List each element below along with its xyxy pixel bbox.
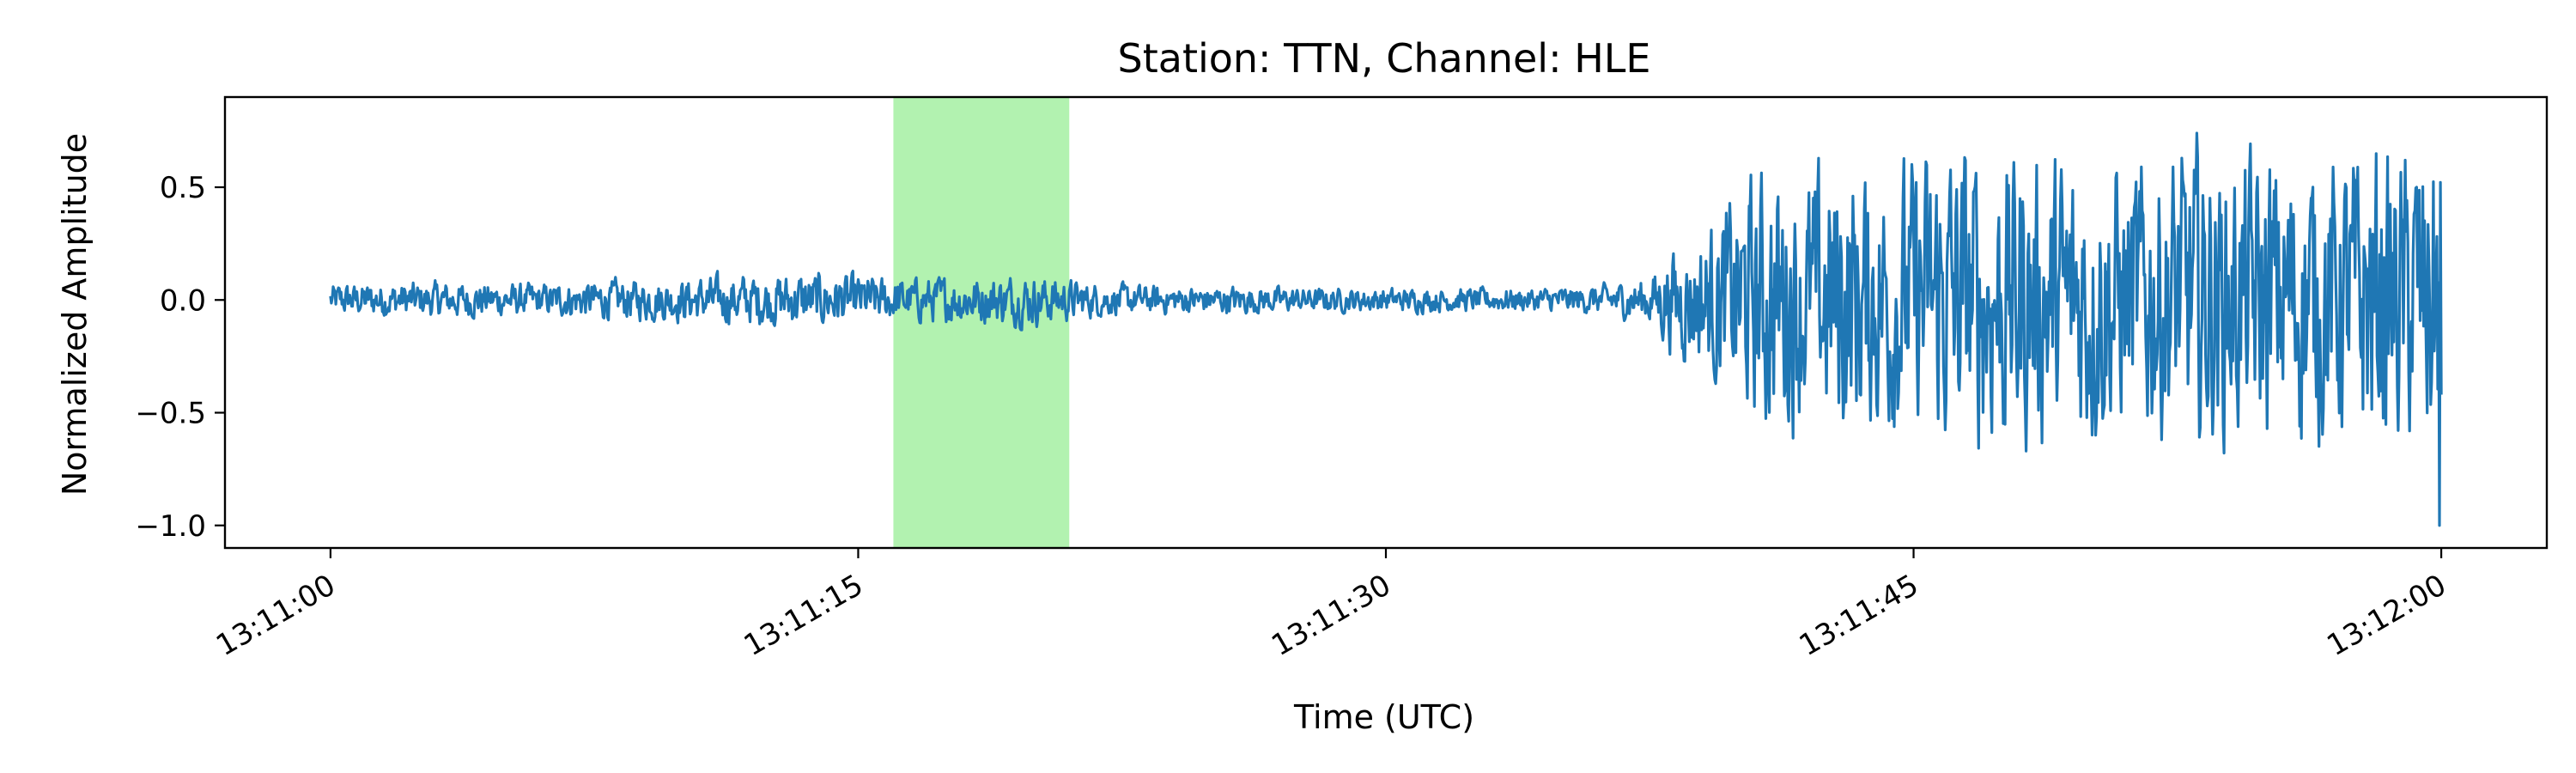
x-tick-label: 13:11:00 [210, 568, 341, 663]
highlight-span [893, 97, 1070, 548]
y-tick-label: −1.0 [135, 509, 206, 544]
chart-title: Station: TTN, Channel: HLE [1118, 35, 1651, 82]
x-tick-label: 13:11:15 [738, 568, 869, 663]
y-tick-label: −0.5 [135, 397, 206, 431]
y-axis-title: Normalized Amplitude [56, 133, 94, 496]
waveform-line [329, 131, 2443, 527]
x-axis-title: Time (UTC) [1293, 698, 1474, 736]
x-tick-label: 13:12:00 [2321, 568, 2451, 663]
plot-area: 13:11:00 13:11:15 13:11:30 13:11:45 13:12:00… [135, 95, 2549, 663]
y-tick-label: 0.0 [160, 283, 206, 318]
x-tick-label: 13:11:30 [1266, 568, 1396, 663]
x-tick-label: 13:11:45 [1794, 568, 1924, 663]
y-tick-label: 0.5 [160, 171, 206, 205]
